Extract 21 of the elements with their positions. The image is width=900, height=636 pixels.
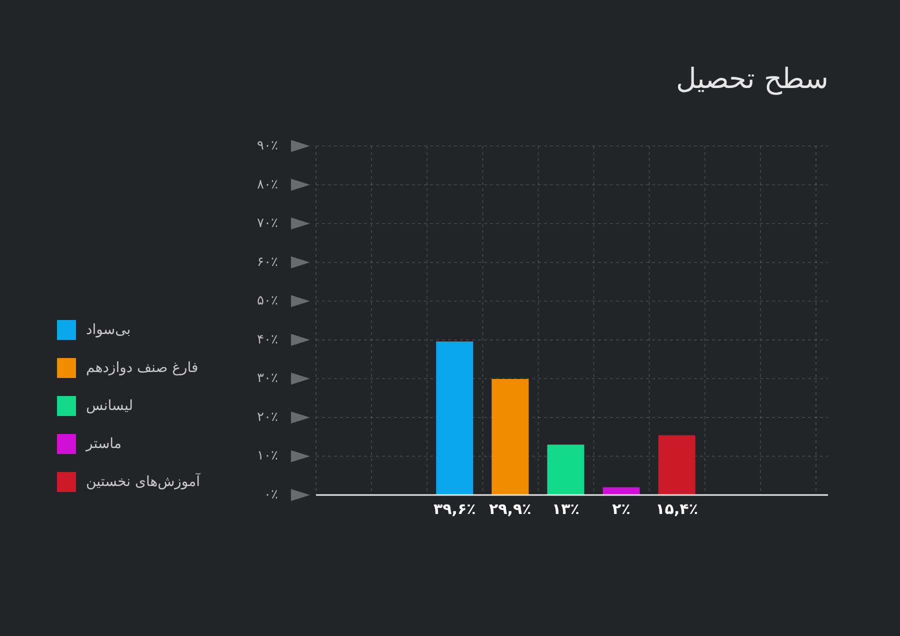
legend-label: آموزش‌های نخستین: [86, 474, 200, 490]
y-tick-label: ۵۰٪: [257, 294, 278, 309]
y-tick-label: ۲۰٪: [257, 410, 278, 425]
data-label: ۳۹,۶٪: [433, 500, 476, 518]
y-tick-label: ۶۰٪: [257, 254, 278, 270]
legend-label: فارغ صنف دوازدهم: [86, 360, 198, 376]
y-tick-label: ۷۰٪: [257, 216, 278, 232]
y-tick-label: ۰٪: [264, 488, 278, 502]
data-label: ۲۹,۹٪: [489, 500, 532, 518]
data-label: ۱۳٪: [552, 500, 580, 518]
y-tick-label: ۴۰٪: [257, 332, 278, 348]
chart-title: سطح تحصیل: [676, 62, 828, 95]
y-tick-label: ۱۰٪: [257, 448, 278, 464]
y-tick-label: ۸۰٪: [257, 177, 278, 192]
legend-label: ماستر: [86, 436, 122, 452]
legend-label: لیسانس: [86, 398, 133, 414]
legend-label: بی‌سواد: [86, 322, 131, 338]
data-label: ۱۵,۴٪: [656, 500, 698, 518]
data-label: ۲٪: [612, 500, 630, 518]
y-tick-label: ۳۰٪: [257, 371, 278, 386]
y-tick-label: ۹۰٪: [257, 138, 278, 154]
